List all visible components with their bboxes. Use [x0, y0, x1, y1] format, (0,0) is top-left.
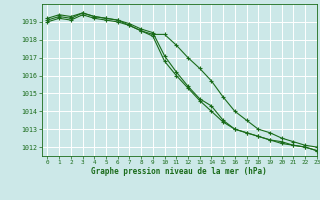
X-axis label: Graphe pression niveau de la mer (hPa): Graphe pression niveau de la mer (hPa): [91, 167, 267, 176]
